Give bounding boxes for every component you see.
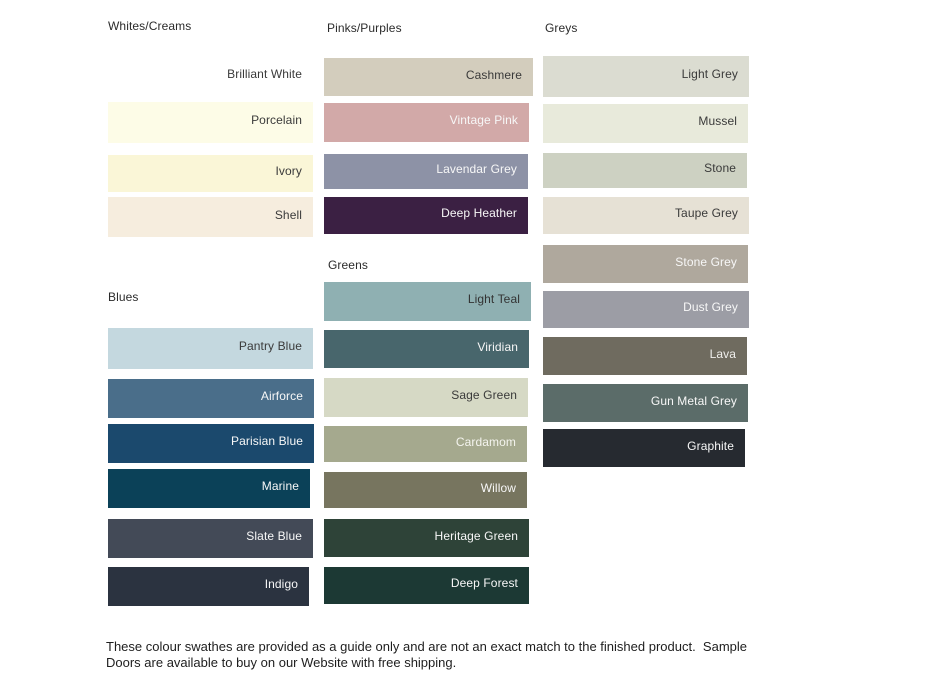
swatch-indigo: Indigo bbox=[108, 567, 309, 606]
group-header-greens: Greens bbox=[328, 258, 368, 272]
swatch-dust-grey: Dust Grey bbox=[543, 291, 749, 328]
swatch-vintage-pink: Vintage Pink bbox=[324, 103, 529, 142]
swatch-label-cashmere: Cashmere bbox=[465, 67, 522, 82]
swatch-ivory: Ivory bbox=[108, 155, 313, 192]
swatch-graphite: Graphite bbox=[543, 429, 745, 467]
swatch-deep-forest: Deep Forest bbox=[324, 567, 529, 604]
swatch-label-dust-grey: Dust Grey bbox=[683, 300, 738, 314]
swatch-label-airforce: Airforce bbox=[260, 389, 303, 403]
swatch-label-cardamom: Cardamom bbox=[455, 434, 516, 449]
swatch-airforce: Airforce bbox=[108, 379, 314, 418]
swatch-label-slate-blue: Slate Blue bbox=[246, 529, 302, 543]
swatch-label-sage-green: Sage Green bbox=[451, 388, 517, 402]
swatch-label-lava: Lava bbox=[709, 346, 736, 361]
swatch-label-gun-metal-grey: Gun Metal Grey bbox=[650, 393, 737, 408]
swatch-mussel: Mussel bbox=[543, 104, 748, 143]
group-header-pinks-purples: Pinks/Purples bbox=[327, 21, 402, 35]
swatch-deep-heather: Deep Heather bbox=[324, 197, 528, 234]
group-header-blues: Blues bbox=[108, 290, 139, 304]
swatch-brilliant-white: Brilliant White bbox=[108, 56, 313, 97]
swatch-light-grey: Light Grey bbox=[543, 56, 749, 97]
footer-disclaimer: These colour swathes are provided as a g… bbox=[106, 639, 747, 670]
swatch-label-taupe-grey: Taupe Grey bbox=[674, 206, 738, 220]
swatch-label-porcelain: Porcelain bbox=[251, 113, 302, 127]
swatch-stone-grey: Stone Grey bbox=[543, 245, 748, 283]
swatch-label-heritage-green: Heritage Green bbox=[434, 528, 518, 543]
swatch-taupe-grey: Taupe Grey bbox=[543, 197, 749, 234]
swatch-label-pantry-blue: Pantry Blue bbox=[238, 339, 302, 353]
swatch-label-willow: Willow bbox=[480, 480, 516, 495]
swatch-label-light-grey: Light Grey bbox=[681, 67, 738, 81]
swatch-slate-blue: Slate Blue bbox=[108, 519, 313, 558]
swatch-label-stone: Stone bbox=[704, 161, 736, 175]
footer-line-1: These colour swathes are provided as a g… bbox=[106, 639, 747, 654]
swatch-parisian-blue: Parisian Blue bbox=[108, 424, 314, 463]
group-header-greys: Greys bbox=[545, 21, 578, 35]
swatch-pantry-blue: Pantry Blue bbox=[108, 328, 313, 369]
swatch-shell: Shell bbox=[108, 197, 313, 237]
swatch-label-graphite: Graphite bbox=[687, 438, 734, 453]
swatch-label-brilliant-white: Brilliant White bbox=[227, 67, 302, 81]
swatch-label-deep-heather: Deep Heather bbox=[441, 206, 517, 220]
swatch-label-marine: Marine bbox=[261, 479, 299, 493]
swatch-porcelain: Porcelain bbox=[108, 102, 313, 143]
swatch-gun-metal-grey: Gun Metal Grey bbox=[543, 384, 748, 422]
swatch-marine: Marine bbox=[108, 469, 310, 508]
swatch-lava: Lava bbox=[543, 337, 747, 375]
swatch-label-deep-forest: Deep Forest bbox=[450, 576, 518, 590]
swatch-label-ivory: Ivory bbox=[275, 164, 302, 178]
swatch-label-vintage-pink: Vintage Pink bbox=[449, 113, 518, 127]
swatch-label-viridian: Viridian bbox=[477, 339, 518, 354]
swatch-label-shell: Shell bbox=[274, 207, 302, 222]
swatch-label-lavendar-grey: Lavendar Grey bbox=[436, 162, 517, 176]
swatch-cashmere: Cashmere bbox=[324, 58, 533, 96]
swatch-label-indigo: Indigo bbox=[264, 577, 298, 591]
swatch-heritage-green: Heritage Green bbox=[324, 519, 529, 557]
group-header-whites-creams: Whites/Creams bbox=[108, 19, 192, 33]
swatch-cardamom: Cardamom bbox=[324, 426, 527, 462]
swatch-sage-green: Sage Green bbox=[324, 378, 528, 417]
swatch-willow: Willow bbox=[324, 472, 527, 508]
swatch-label-mussel: Mussel bbox=[698, 114, 737, 128]
swatch-label-light-teal: Light Teal bbox=[467, 292, 520, 306]
swatch-light-teal: Light Teal bbox=[324, 282, 531, 321]
swatch-label-stone-grey: Stone Grey bbox=[675, 254, 737, 269]
footer-line-2: Doors are available to buy on our Websit… bbox=[106, 654, 457, 670]
swatch-label-parisian-blue: Parisian Blue bbox=[230, 434, 303, 448]
swatch-lavendar-grey: Lavendar Grey bbox=[324, 154, 528, 189]
swatch-stone: Stone bbox=[543, 153, 747, 188]
swatch-viridian: Viridian bbox=[324, 330, 529, 368]
